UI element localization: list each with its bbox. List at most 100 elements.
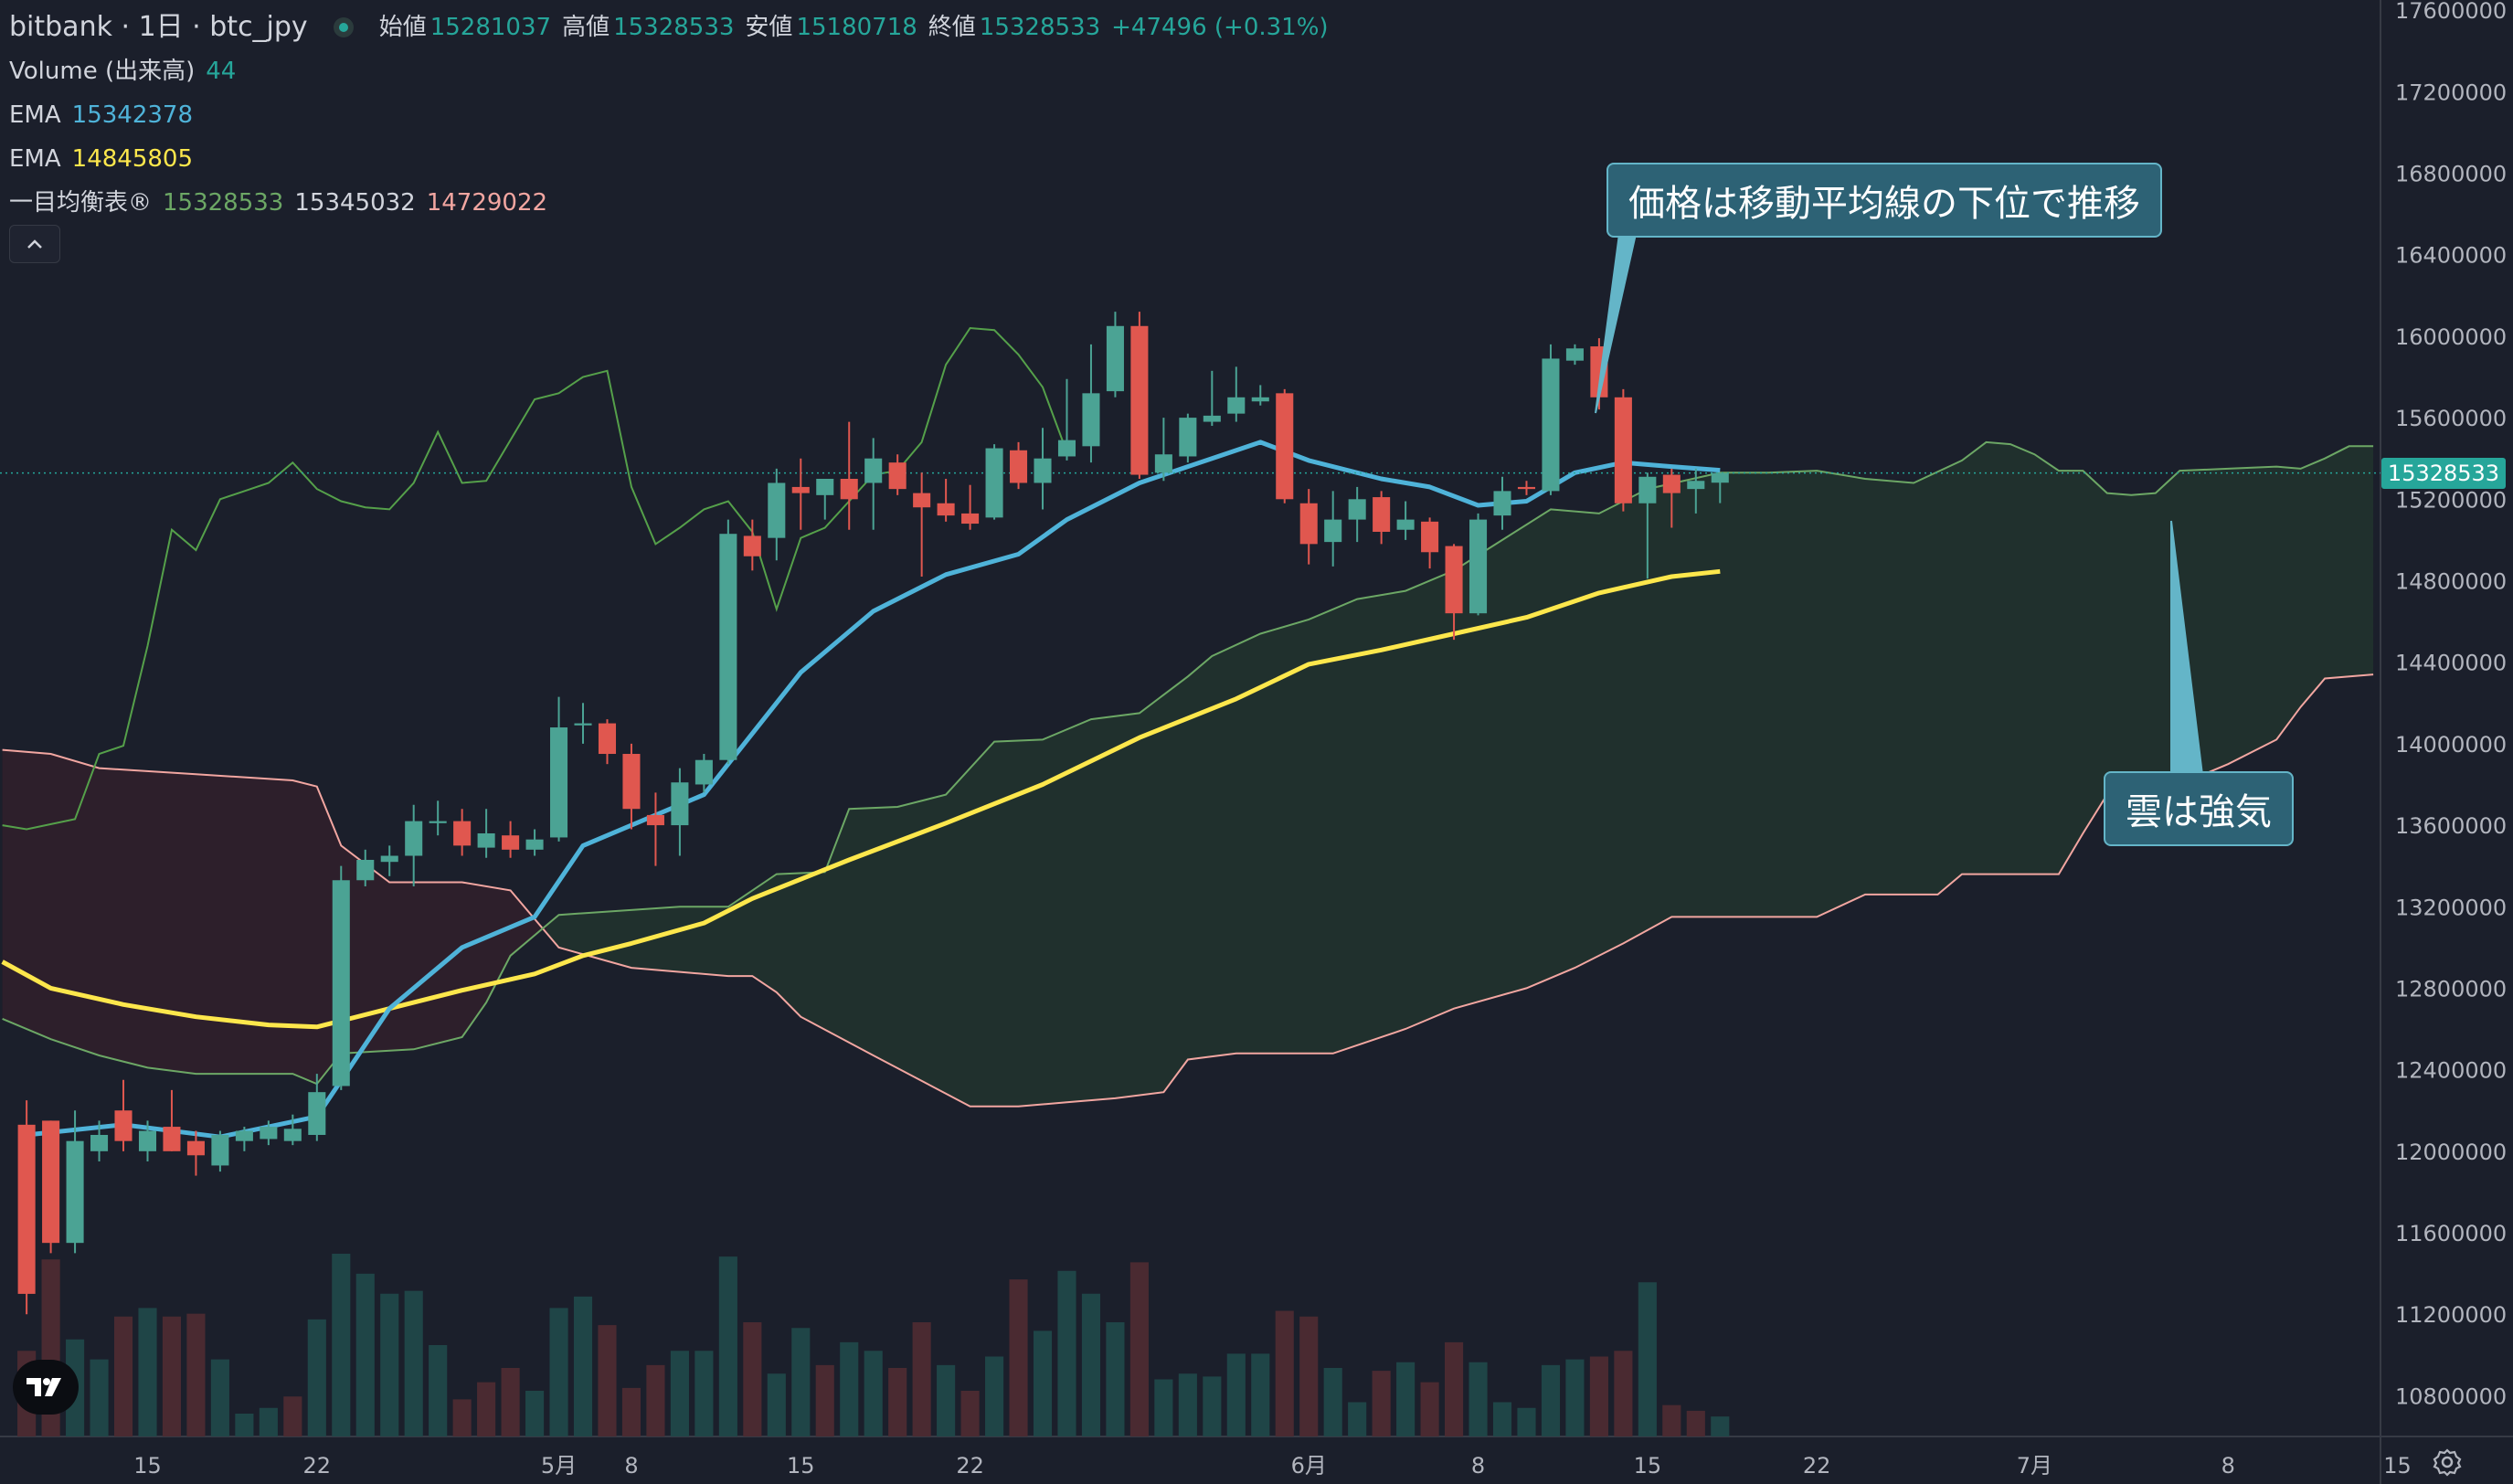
volume-bar xyxy=(404,1290,423,1436)
price-tick-label: 12400000 xyxy=(2395,1058,2507,1084)
candle-up xyxy=(1469,519,1488,614)
volume-bar xyxy=(1226,1353,1246,1436)
price-tick-label: 12800000 xyxy=(2395,976,2507,1002)
candle-up xyxy=(695,759,713,785)
ichimoku-span-a-line xyxy=(2,440,2374,1086)
candle-up xyxy=(985,448,1003,518)
ema-slow-label: EMA xyxy=(9,145,61,173)
volume-bar xyxy=(937,1364,956,1436)
time-tick-label: 15 xyxy=(2383,1453,2412,1479)
candle-down xyxy=(1130,325,1149,475)
price-tick-label: 16000000 xyxy=(2395,324,2507,350)
volume-bar xyxy=(840,1341,859,1436)
candle-up xyxy=(1034,458,1052,483)
tradingview-logo-icon[interactable] xyxy=(13,1360,79,1415)
volume-bar xyxy=(1251,1353,1270,1436)
volume-bar xyxy=(90,1359,109,1436)
volume-bar xyxy=(1492,1402,1512,1436)
candle-up xyxy=(1348,499,1366,520)
volume-bar xyxy=(1565,1359,1585,1436)
volume-bar xyxy=(355,1273,375,1436)
price-note-callout: 価格は移動平均線の下位で推移 xyxy=(1606,163,2162,238)
candle-up xyxy=(719,534,737,760)
candle-down xyxy=(1299,503,1318,545)
price-tick-label: 17200000 xyxy=(2395,80,2507,105)
time-tick-label: 6月 xyxy=(1291,1453,1327,1479)
candle-down xyxy=(1276,393,1294,500)
time-tick-label: 22 xyxy=(1803,1453,1831,1479)
price-axis[interactable]: 17600000 17200000 16800000 16400000 16000000… xyxy=(2395,0,2507,1409)
settings-gear-icon[interactable] xyxy=(2433,1447,2462,1484)
volume-bar xyxy=(1469,1362,1488,1436)
time-tick-label: 5月 xyxy=(541,1453,577,1479)
bullish-cloud-area xyxy=(546,441,2374,1107)
candle-down xyxy=(17,1124,36,1294)
volume-bar xyxy=(1614,1351,1633,1436)
candle-down xyxy=(1517,486,1536,490)
volume-bar xyxy=(477,1382,496,1436)
candle-down xyxy=(1421,521,1439,553)
candle-up xyxy=(1542,358,1560,492)
candle-up xyxy=(1638,476,1657,504)
volume-bars xyxy=(17,1254,1730,1436)
volume-legend-row[interactable]: Volume (出来高) 44 xyxy=(9,49,1340,93)
ema-fast-value: 15342378 xyxy=(71,101,193,129)
volume-bar xyxy=(380,1293,399,1436)
price-tick-label: 15200000 xyxy=(2395,487,2507,513)
candlesticks xyxy=(17,312,1729,1315)
volume-bar xyxy=(1445,1341,1464,1436)
market-status-icon[interactable] xyxy=(333,17,354,37)
collapse-legend-button[interactable] xyxy=(9,225,60,263)
ichimoku-legend-row[interactable]: 一目均衡表® 15328533 15345032 14729022 xyxy=(9,181,1340,225)
candle-up xyxy=(332,880,350,1086)
volume-value: 44 xyxy=(206,58,237,85)
candle-down xyxy=(1010,450,1028,483)
candle-up xyxy=(308,1092,326,1135)
volume-bar xyxy=(1662,1404,1681,1436)
volume-bar xyxy=(332,1254,351,1436)
price-tick-label: 10800000 xyxy=(2395,1383,2507,1409)
candle-up xyxy=(1396,519,1415,530)
volume-label: Volume (出来高) xyxy=(9,58,196,85)
volume-bar xyxy=(1323,1368,1342,1436)
candle-up xyxy=(574,723,592,726)
volume-bar xyxy=(598,1325,617,1436)
price-tick-label: 15600000 xyxy=(2395,406,2507,431)
ichimoku-value-1: 15328533 xyxy=(163,189,284,217)
candle-up xyxy=(1154,454,1172,473)
time-axis[interactable]: 15 22 5月 8 15 22 6月 8 15 22 7月 8 15 xyxy=(133,1453,2412,1479)
candle-up xyxy=(1106,325,1124,392)
volume-bar xyxy=(1299,1316,1319,1436)
candle-down xyxy=(186,1140,205,1156)
volume-bar xyxy=(985,1356,1004,1436)
volume-bar xyxy=(718,1256,737,1436)
candle-up xyxy=(768,482,786,538)
volume-bar xyxy=(888,1368,907,1436)
ema-slow-value: 14845805 xyxy=(71,145,193,173)
candle-down xyxy=(622,754,641,810)
volume-bar xyxy=(1541,1364,1561,1436)
volume-bar xyxy=(162,1316,182,1436)
candle-up xyxy=(380,855,398,863)
symbol-title[interactable]: bitbank · 1日 · btc_jpy xyxy=(9,11,308,43)
volume-bar xyxy=(1081,1293,1101,1436)
price-tick-label: 14000000 xyxy=(2395,732,2507,758)
ema-fast-legend-row[interactable]: EMA 15342378 xyxy=(9,93,1340,137)
candle-down xyxy=(1445,546,1463,614)
volume-bar xyxy=(1711,1416,1730,1436)
ichimoku-label: 一目均衡表® xyxy=(9,189,153,217)
volume-bar xyxy=(670,1351,689,1436)
ema-slow-legend-row[interactable]: EMA 14845805 xyxy=(9,137,1340,181)
candle-up xyxy=(864,458,883,483)
volume-bar xyxy=(1033,1330,1053,1436)
time-tick-label: 7月 xyxy=(2017,1453,2052,1479)
candle-down xyxy=(114,1110,133,1141)
volume-bar xyxy=(1638,1282,1657,1436)
close-value: 15328533 xyxy=(979,14,1101,41)
candle-up xyxy=(283,1129,302,1141)
candle-up xyxy=(260,1127,278,1140)
price-tick-label: 17600000 xyxy=(2395,0,2507,24)
volume-bar xyxy=(210,1359,229,1436)
volume-bar xyxy=(113,1316,133,1436)
